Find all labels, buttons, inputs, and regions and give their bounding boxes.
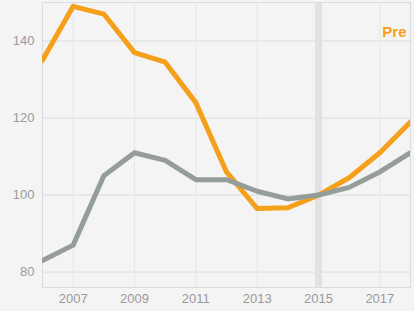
svg-text:2015: 2015 [304,291,333,306]
svg-text:100: 100 [13,187,35,202]
svg-text:2007: 2007 [59,291,88,306]
svg-text:Pre: Pre [382,23,406,40]
svg-text:2017: 2017 [365,291,394,306]
svg-text:2009: 2009 [120,291,149,306]
svg-text:120: 120 [13,110,35,125]
svg-text:140: 140 [13,33,35,48]
svg-text:2011: 2011 [182,291,210,306]
svg-text:2013: 2013 [243,291,272,306]
svg-text:80: 80 [20,264,34,279]
